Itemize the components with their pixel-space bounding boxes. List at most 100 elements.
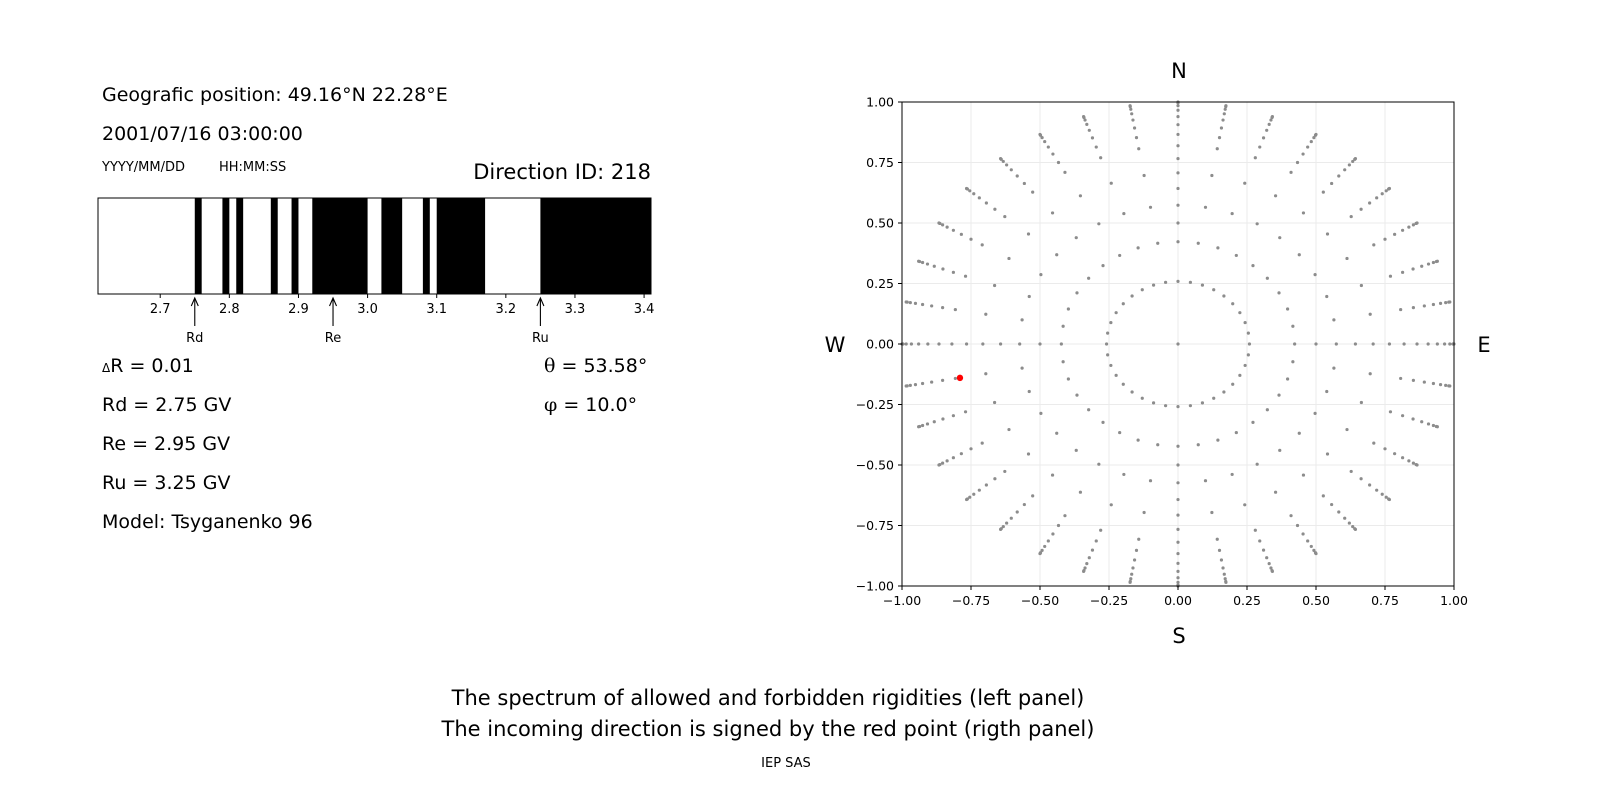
direction-point [1238,373,1242,377]
direction-point [1234,253,1238,258]
direction-point [1332,318,1336,322]
forbidden-band [222,198,230,294]
direction-point [1109,363,1113,368]
direction-point [1038,551,1042,556]
direction-point [972,192,976,196]
forbidden-band [312,198,368,294]
direction-point [1031,190,1035,194]
direction-point [1306,145,1310,149]
direction-point [1176,576,1180,580]
direction-point [1090,548,1095,552]
direction-point [904,300,908,304]
direction-point [1238,311,1242,315]
direction-point [1005,163,1009,167]
direction-point [1203,205,1208,209]
direction-point [1140,288,1144,292]
direction-point [964,497,969,502]
direction-point [1349,214,1353,219]
direction-point [1015,510,1019,514]
direction-point [1075,291,1079,295]
direction-point [1312,136,1316,140]
direction-point [1082,569,1086,574]
direction-point [1265,556,1269,560]
direction-point [1090,136,1095,140]
direction-point [941,306,945,310]
direction-point [941,417,945,421]
direction-point [1325,294,1329,299]
direction-point [977,196,981,200]
direction-point [1243,503,1247,507]
direction-point [1114,311,1118,315]
direction-point [1286,377,1290,381]
direction-point [937,221,941,225]
spectrum-tick-label: 3.1 [426,302,447,317]
spectrum-frame [97,197,652,295]
direction-point [993,283,997,288]
direction-point [963,274,968,278]
direction-point [1097,222,1101,226]
direction-point [1325,232,1330,236]
direction-point [1140,396,1144,400]
direction-point [932,420,936,424]
direction-point [1027,389,1031,394]
direction-point [937,463,941,467]
direction-point [1286,307,1290,311]
direction-point [1347,163,1351,167]
direction-point [1046,145,1050,149]
theta-text: = 53.58° [555,355,648,377]
direction-point [1129,577,1133,581]
direction-point [925,422,930,426]
phi-text: = 10.0° [557,394,638,416]
direction-point [1265,128,1269,132]
direction-point [950,342,954,346]
time-format-label: HH:MM:SS [219,160,287,175]
direction-point [1176,108,1180,112]
direction-point [1212,396,1216,400]
direction-point [1176,157,1180,161]
direction-point [951,228,955,232]
marker-arrowhead [190,296,199,307]
direction-point [1087,556,1091,560]
direction-point [908,301,912,305]
direction-point [1109,503,1113,507]
y-tick-label: 0.25 [866,276,894,291]
direction-point [1372,243,1376,247]
direction-point [1066,307,1070,311]
direction-point [1384,495,1388,499]
compass-west: W [825,333,846,357]
caption-line-2: The incoming direction is signed by the … [441,717,1095,741]
direction-point [1351,524,1355,529]
direction-point [1078,490,1083,494]
direction-point [1431,302,1436,307]
direction-point [917,342,921,346]
direction-point [1040,136,1044,140]
direction-point [1380,192,1384,196]
direction-point [1438,301,1443,306]
direction-point [1383,237,1387,241]
direction-point [1230,211,1234,216]
x-tick-label: 0.25 [1233,593,1261,608]
direction-point [1055,431,1059,435]
direction-point [1130,294,1134,298]
direction-point [1231,382,1235,386]
direction-point [1134,136,1139,140]
rigidity-spectrum-chart: 2.7 2.8 2.9 3.0 3.1 3.2 3.3 3.4 Rd Re Ru [97,197,654,346]
x-tick-label: −0.25 [1090,593,1128,608]
direction-point [1055,253,1059,257]
direction-point [1130,390,1134,394]
direction-point [1156,443,1160,447]
direction-point [1368,483,1372,487]
direction-point [1243,320,1247,325]
direction-point [1050,473,1055,477]
direction-point [1176,561,1180,565]
direction-point [993,400,997,405]
direction-point [1136,438,1140,442]
direction-point [1375,488,1379,492]
direction-point [1151,401,1156,405]
direction-point [1313,272,1317,277]
direction-point [1415,221,1419,225]
direction-point [1444,301,1448,305]
direction-point [1222,294,1226,298]
direction-point [1176,279,1180,283]
forbidden-band [422,198,430,294]
